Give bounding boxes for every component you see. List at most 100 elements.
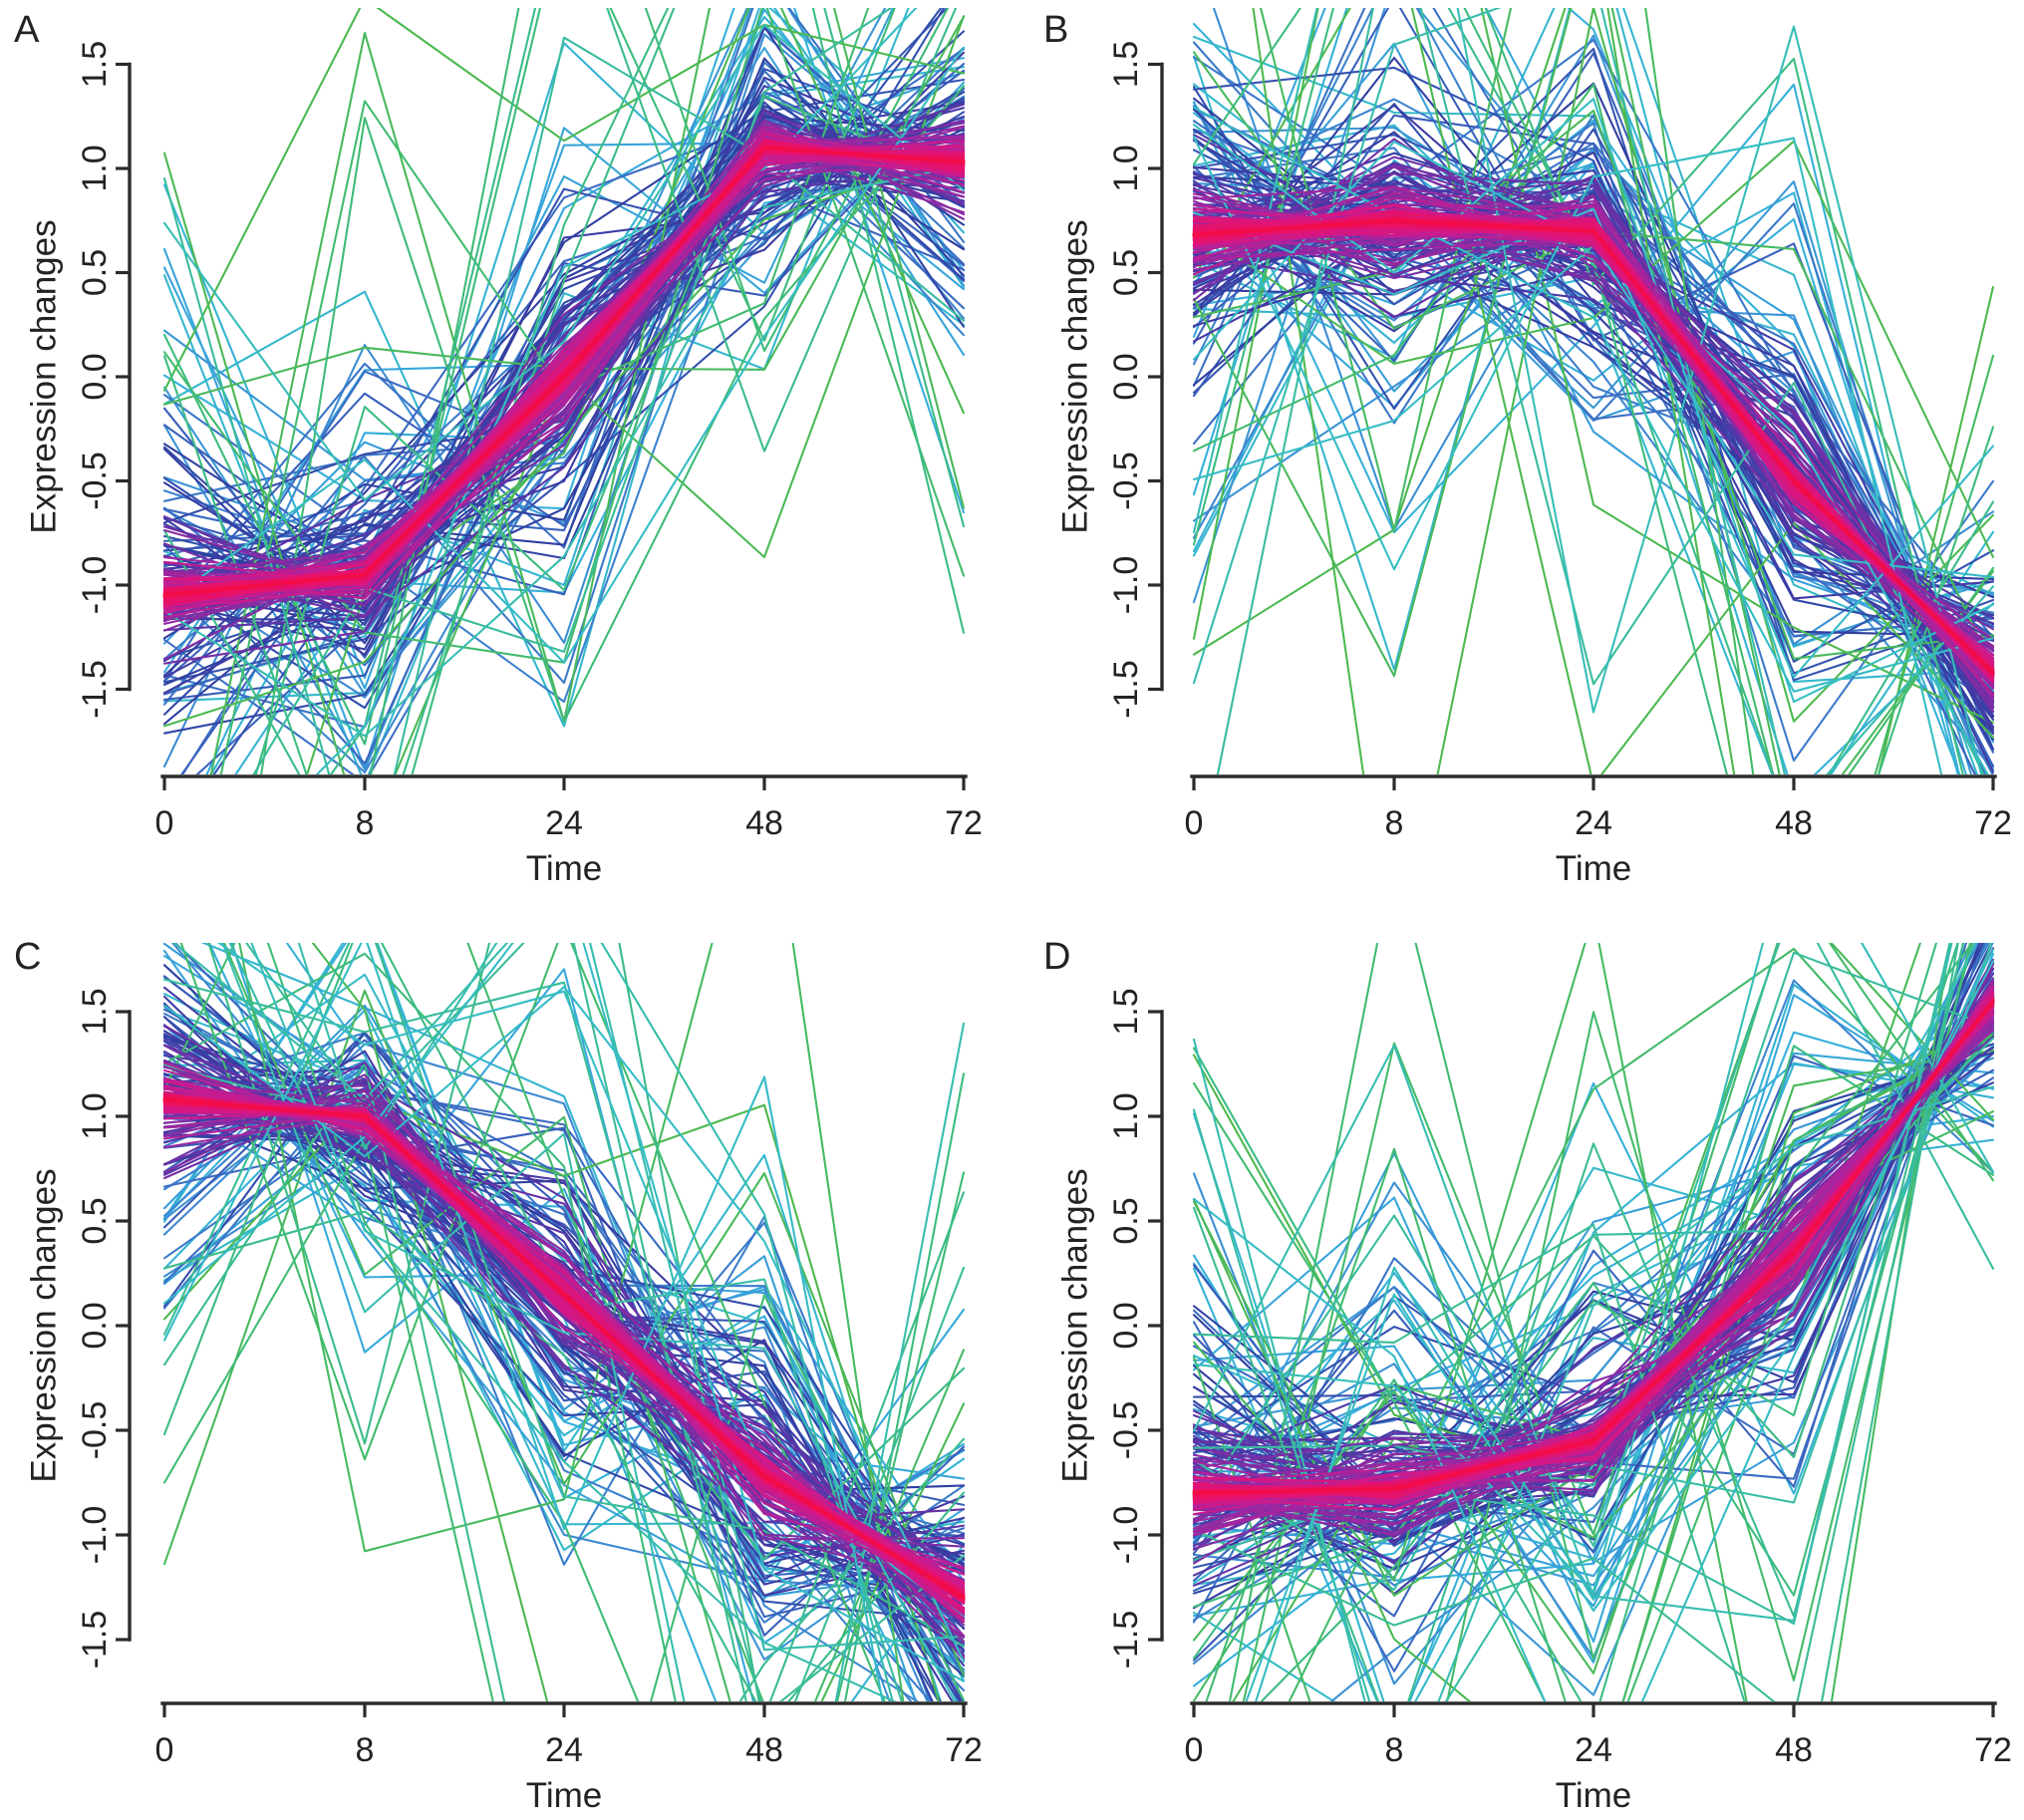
- expression-trace: [1192, 1035, 1995, 1608]
- expression-trace: [162, 25, 966, 609]
- expression-trace: [162, 163, 966, 738]
- x-tick-label: 8: [356, 804, 375, 842]
- x-tick-label: 48: [1775, 1731, 1813, 1769]
- expression-trace: [1192, 943, 1995, 1594]
- trace-bundle: [162, 943, 966, 1701]
- expression-trace: [162, 1096, 940, 1701]
- expression-trace: [162, 162, 966, 632]
- y-tick-label: 0.0: [76, 353, 114, 400]
- expression-trace: [162, 975, 966, 1638]
- expression-trace: [162, 8, 966, 774]
- y-tick-label: -1.5: [1107, 660, 1145, 719]
- y-tick-label: -1.0: [1107, 1506, 1145, 1565]
- expression-trace: [315, 8, 918, 774]
- expression-trace: [1192, 8, 1983, 774]
- expression-trace: [1192, 1052, 1995, 1664]
- expression-trace: [1192, 86, 1995, 740]
- expression-trace: [1252, 8, 1995, 774]
- expression-trace: [1192, 8, 1995, 684]
- expression-trace: [1192, 994, 1995, 1644]
- expression-trace: [1447, 8, 1995, 774]
- x-tick-label: 72: [1974, 1731, 2012, 1769]
- expression-trace: [162, 1055, 966, 1580]
- expression-trace: [297, 943, 966, 1652]
- x-tick-label: 72: [945, 804, 983, 842]
- expression-trace: [162, 1062, 966, 1701]
- panel-C: 1.5 1.0 0.5 0.0 -0.5 -1.0 -1.5 0 8 24 48 72 Time Expr…: [14, 936, 983, 1815]
- expression-trace: [162, 943, 884, 1701]
- x-axis-title: Time: [526, 849, 602, 888]
- expression-trace: [311, 943, 966, 1701]
- expression-trace: [329, 8, 958, 774]
- expression-trace: [162, 169, 966, 683]
- x-tick-label: 48: [745, 804, 783, 842]
- y-tick-label: 1.5: [1107, 41, 1145, 88]
- x-axis-title: Time: [1556, 849, 1631, 888]
- y-tick-label: -1.0: [1107, 556, 1145, 615]
- y-tick-label: -0.5: [1107, 452, 1145, 510]
- expression-trace: [1192, 8, 1995, 751]
- expression-trace: [1192, 207, 1995, 679]
- y-tick-label: 1.0: [76, 1092, 114, 1139]
- expression-trace: [162, 943, 917, 1701]
- y-tick-label: -1.5: [76, 1611, 114, 1669]
- y-axis-title: Expression changes: [25, 1168, 64, 1482]
- y-tick-label: -1.0: [76, 1506, 114, 1565]
- trace-bundle: [1192, 943, 1995, 1701]
- expression-trace: [1192, 8, 1995, 774]
- x-axis-title: Time: [1556, 1776, 1631, 1815]
- expression-trace: [245, 943, 966, 1701]
- trace-bundle: [162, 8, 966, 774]
- expression-trace: [162, 1113, 966, 1587]
- x-tick-label: 8: [1385, 804, 1404, 842]
- expression-trace: [162, 8, 966, 392]
- x-tick-label: 24: [545, 804, 583, 842]
- expression-trace: [1242, 943, 1995, 1701]
- y-axis-title: Expression changes: [1056, 219, 1095, 533]
- expression-trace: [221, 943, 966, 1701]
- panel-letter: B: [1043, 9, 1068, 51]
- expression-trace: [306, 8, 966, 774]
- expression-trace: [1192, 943, 1964, 1701]
- expression-trace: [162, 36, 966, 774]
- y-tick-label: 0.5: [76, 249, 114, 296]
- y-tick-label: 0.0: [1107, 353, 1145, 400]
- x-tick-label: 0: [155, 1731, 174, 1769]
- expression-trace: [1329, 943, 1980, 1701]
- expression-trace: [1192, 1012, 1995, 1496]
- expression-trace: [254, 95, 966, 774]
- y-tick-label: 1.5: [1107, 988, 1145, 1035]
- y-tick-label: 0.5: [1107, 249, 1145, 296]
- expression-trace: [162, 110, 966, 632]
- expression-trace: [1192, 1000, 1995, 1495]
- expression-trace: [162, 46, 966, 664]
- expression-trace: [162, 952, 966, 1701]
- panel-letter: D: [1043, 936, 1070, 978]
- panel-letter: C: [14, 936, 41, 978]
- expression-trace: [228, 943, 897, 1701]
- expression-trace: [1192, 83, 1961, 774]
- expression-trace: [162, 943, 966, 1648]
- expression-trace: [1192, 219, 1995, 674]
- x-tick-label: 24: [1575, 1731, 1612, 1769]
- x-tick-label: 48: [1775, 804, 1813, 842]
- y-tick-label: -0.5: [1107, 1401, 1145, 1460]
- x-tick-label: 0: [1185, 1731, 1204, 1769]
- x-tick-label: 48: [745, 1731, 783, 1769]
- expression-trace: [162, 943, 966, 1682]
- y-tick-label: 0.0: [1107, 1302, 1145, 1349]
- x-tick-label: 24: [545, 1731, 583, 1769]
- expression-trace: [1192, 1051, 1995, 1498]
- expression-trace: [162, 33, 966, 768]
- expression-trace: [252, 8, 893, 774]
- expression-trace: [162, 8, 966, 728]
- expression-trace: [162, 24, 966, 501]
- expression-trace: [1192, 1025, 1995, 1492]
- expression-trace: [162, 8, 966, 645]
- expression-trace: [162, 943, 943, 1701]
- y-tick-label: 0.5: [1107, 1197, 1145, 1244]
- expression-trace: [1192, 8, 1964, 774]
- x-tick-label: 24: [1575, 804, 1612, 842]
- expression-trace: [1192, 136, 1943, 774]
